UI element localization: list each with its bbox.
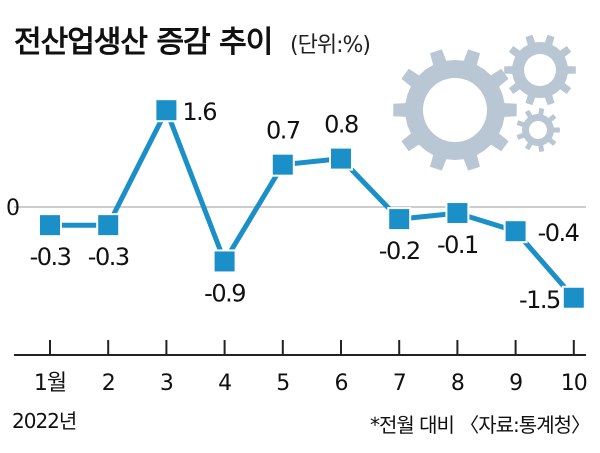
tiny-gear-icon	[516, 108, 560, 152]
x-tick-label: 10	[561, 371, 587, 396]
x-tick-label: 6	[335, 371, 348, 396]
data-point	[96, 213, 121, 238]
x-tick-label: 3	[160, 371, 173, 396]
gear-small-hole	[524, 54, 556, 86]
small-gear-icon	[504, 34, 576, 106]
x-tick-label: 7	[393, 371, 406, 396]
data-label: -0.9	[204, 279, 245, 307]
x-tick-label: 1월	[34, 371, 66, 396]
data-point	[445, 201, 470, 226]
data-point	[329, 146, 353, 171]
chart-title: 전산업생산 증감 추이	[14, 25, 272, 60]
series-line	[50, 107, 576, 300]
data-label: -0.4	[538, 219, 579, 247]
data-point	[154, 98, 179, 123]
data-points	[38, 98, 586, 310]
gear-large-hole	[423, 78, 487, 142]
x-tick-label: 8	[451, 371, 464, 396]
data-label: -0.1	[437, 231, 478, 259]
data-label: -1.5	[519, 286, 560, 314]
data-label: -0.3	[30, 243, 71, 271]
data-point	[212, 249, 237, 274]
footnote: *전월 대비 〈자료:통계청〉	[370, 413, 590, 437]
x-tick-label: 5	[276, 371, 289, 396]
zero-label: 0	[6, 196, 20, 221]
data-label: -0.2	[379, 237, 420, 265]
data-point	[503, 219, 528, 244]
data-point	[38, 213, 62, 238]
year-label: 2022년	[12, 409, 76, 433]
data-label: 0.8	[324, 111, 358, 139]
data-label: 0.7	[266, 117, 300, 145]
x-tick-label: 9	[509, 371, 522, 396]
x-tick-label: 2	[102, 371, 115, 396]
data-point	[270, 152, 295, 177]
x-tick-label: 4	[218, 371, 231, 396]
data-label: -0.3	[88, 243, 129, 271]
unit-label: (단위:%)	[290, 33, 370, 58]
data-labels: -0.3 -0.3 1.6 -0.9 0.7 0.8 -0.2 -0.1 -0.4 -1.5	[30, 98, 581, 314]
data-point	[561, 285, 586, 310]
large-gear-icon	[393, 49, 517, 171]
gears-decoration	[393, 34, 576, 171]
gear-tiny-hole	[529, 121, 547, 139]
data-point	[387, 207, 412, 232]
x-axis-ticks: 1월 2 3 4 5 6 7 8 9 10	[34, 340, 588, 396]
data-label: 1.6	[182, 98, 216, 126]
